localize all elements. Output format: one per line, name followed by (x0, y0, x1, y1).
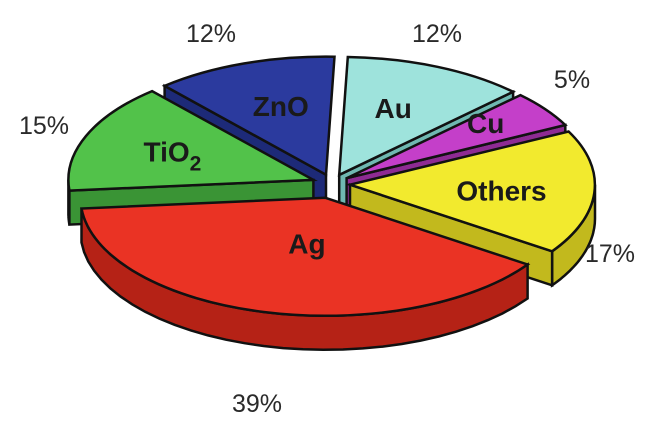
slice-top-others (345, 130, 597, 253)
slice-label-ag: Ag (288, 229, 325, 260)
slice-label-cu: Cu (467, 108, 504, 139)
percent-label-others: 17% (585, 240, 635, 268)
slice-top-zno (161, 55, 336, 177)
slice-top-tio2 (67, 89, 318, 192)
slice-top-au (337, 55, 516, 177)
slice-label-tio2: TiO2 (143, 136, 201, 175)
pie-labels: ZnO Au Cu TiO2 Others Ag 12% 5% 17% 39% 15% 12% (19, 20, 635, 418)
percent-label-zno: 12% (186, 20, 236, 48)
slice-label-zno: ZnO (253, 91, 309, 122)
percent-label-au: 12% (412, 20, 462, 48)
percent-label-cu: 5% (554, 66, 590, 94)
slice-top-ag (80, 196, 531, 318)
percent-label-ag: 39% (232, 390, 282, 418)
pie-slices (67, 55, 597, 352)
slice-label-others: Others (456, 175, 546, 206)
percent-label-tio2: 15% (19, 112, 69, 140)
slice-label-au: Au (375, 93, 412, 124)
slice-top-cu (346, 93, 568, 180)
slice-ag (80, 196, 531, 352)
